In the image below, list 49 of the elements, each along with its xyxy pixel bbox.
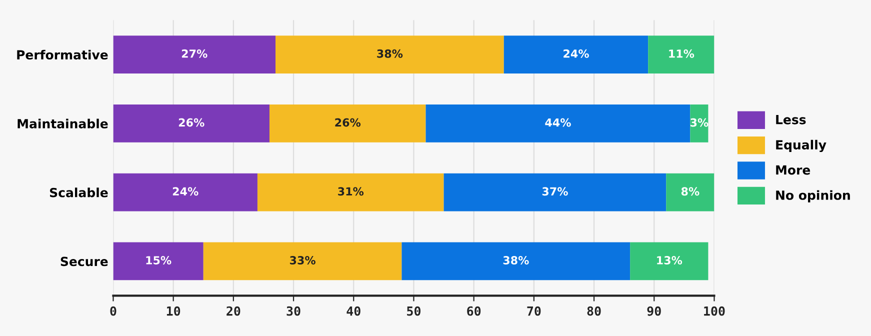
bar <box>630 242 708 280</box>
bar <box>113 36 276 74</box>
x-tick-label: 70 <box>527 306 541 316</box>
data-label: 37% <box>542 187 568 196</box>
data-label: 11% <box>669 49 694 58</box>
bar <box>402 242 630 280</box>
data-label: 33% <box>290 256 316 264</box>
x-tick-label: 30 <box>286 306 300 316</box>
legend-label: More <box>776 165 810 175</box>
data-label: 44% <box>545 118 571 127</box>
data-label: 38% <box>503 256 529 264</box>
y-tick-label: Maintainable <box>18 118 108 128</box>
x-tick-label: 50 <box>407 306 420 316</box>
data-label: 8% <box>681 187 700 196</box>
bar <box>113 104 270 142</box>
data-label: 31% <box>338 187 364 196</box>
data-label: 26% <box>335 118 361 127</box>
bar <box>504 36 648 74</box>
data-label: 27% <box>182 49 208 58</box>
x-tick-label: 10 <box>166 306 180 316</box>
legend-label: Less <box>776 115 806 124</box>
x-tick-label: 80 <box>587 306 601 316</box>
x-tick-label: 20 <box>226 306 240 316</box>
x-tick-label: 90 <box>647 306 661 316</box>
bar <box>113 242 204 280</box>
bar <box>203 242 402 280</box>
legend-label: No opinion <box>776 190 850 202</box>
data-label: 24% <box>172 187 198 196</box>
x-tick-label: 0 <box>110 306 116 316</box>
bar <box>648 36 714 74</box>
y-tick-label: Performative <box>17 50 108 60</box>
x-tick-label: 100 <box>704 306 725 316</box>
bar <box>444 173 666 212</box>
data-label: 13% <box>657 256 682 264</box>
bar <box>275 36 504 74</box>
data-label: 24% <box>564 49 589 58</box>
bar <box>113 173 258 212</box>
legend-label: Equally <box>776 140 826 152</box>
bar <box>269 104 426 142</box>
y-tick-label: Scalable <box>50 188 108 198</box>
data-label: 38% <box>377 49 403 58</box>
y-tick-label: Secure <box>60 256 108 266</box>
x-tick-label: 60 <box>467 306 481 316</box>
data-label: 15% <box>146 256 172 264</box>
bar <box>426 104 690 142</box>
bar <box>666 173 714 212</box>
bar <box>257 173 444 212</box>
data-label: 26% <box>178 118 204 127</box>
x-tick-label: 40 <box>346 306 360 316</box>
